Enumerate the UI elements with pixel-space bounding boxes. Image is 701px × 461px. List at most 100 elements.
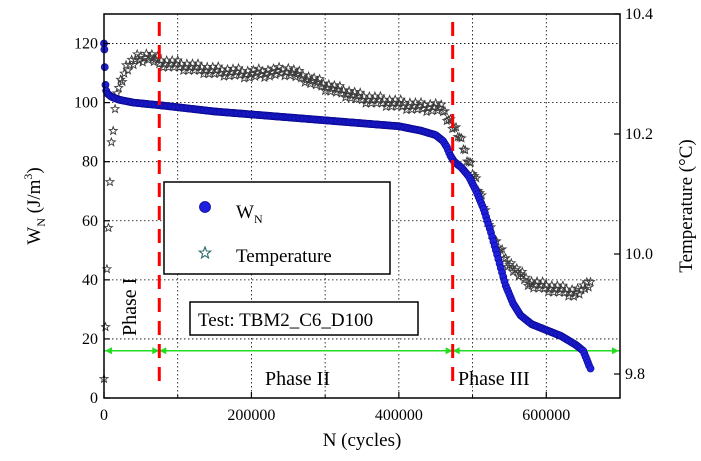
y-axis-ticks: 0 20 40 60 80 100 120 — [74, 36, 110, 407]
temperature-point — [513, 270, 524, 281]
temperature-point — [432, 105, 443, 116]
x-tick-label: 200000 — [227, 407, 275, 424]
temperature-point — [314, 73, 325, 84]
temperature-point — [434, 101, 445, 112]
temperature-point — [511, 262, 523, 273]
y2-tick-label: 10.4 — [625, 6, 653, 23]
phase3-label: Phase III — [458, 368, 530, 390]
temperature-point — [435, 99, 447, 109]
temperature-point — [323, 78, 335, 89]
temperature-point — [329, 79, 340, 90]
x-axis-ticks: 0 200000 400000 600000 — [100, 392, 570, 424]
temperature-point — [308, 72, 320, 83]
y-axis-label: WN (J/m3) — [21, 167, 48, 244]
temperature-point — [332, 83, 344, 94]
y-axis-label-sup: 3 — [21, 174, 35, 180]
temperature-point — [299, 77, 311, 87]
temperature-point — [515, 268, 526, 279]
temperature-point — [579, 283, 591, 294]
legend-marker-wn — [199, 201, 211, 213]
legend-label-temperature: Temperature — [236, 246, 332, 267]
y2-tick-label: 9.8 — [625, 366, 645, 383]
temperature-point — [353, 90, 364, 101]
temperature-point — [303, 70, 314, 81]
legend-temperature-star — [197, 245, 213, 260]
temperature-point — [465, 157, 476, 168]
temperature-point — [122, 64, 134, 75]
temperature-point — [330, 86, 342, 97]
y2-tick-label: 10.2 — [625, 126, 653, 143]
temperature-point — [294, 65, 305, 76]
temperature-point — [456, 132, 467, 143]
wn-series — [100, 39, 595, 373]
temperature-point — [310, 79, 322, 90]
y-tick-label: 0 — [90, 390, 98, 407]
x-tick-label: 400000 — [375, 407, 423, 424]
phase-arrow-head — [612, 347, 619, 355]
temperature-point — [144, 51, 156, 62]
y2-axis-ticks: 9.8 10.0 10.2 10.4 — [614, 6, 653, 383]
temperature-point — [338, 84, 349, 95]
temperature-point — [518, 274, 530, 285]
temperature-point — [354, 87, 366, 98]
temperature-point — [321, 82, 333, 93]
temperature-point — [343, 85, 355, 96]
plot-border — [103, 13, 621, 399]
temperature-point — [439, 105, 451, 116]
temperature-point — [517, 266, 528, 277]
temperature-point — [524, 278, 535, 288]
temperature-point — [342, 88, 353, 99]
y-tick-label: 40 — [82, 272, 98, 289]
temperature-point — [319, 85, 331, 96]
temperature-point — [288, 63, 300, 74]
phase-arrow-head — [105, 347, 112, 355]
phase-line — [104, 347, 620, 355]
test-annotation: Test: TBM2_C6_D100 — [189, 301, 419, 336]
temperature-point — [148, 56, 160, 67]
temperature-point — [340, 91, 351, 102]
y-tick-label: 100 — [74, 95, 98, 112]
phase2-label: Phase II — [265, 368, 330, 390]
temperature-point — [312, 76, 324, 87]
temperature-point — [520, 272, 532, 283]
legend-label-wn-sub: N — [254, 212, 263, 226]
temperature-point — [295, 72, 307, 83]
annotation-text: Test: TBM2_C6_D100 — [198, 310, 373, 331]
phase-arrow-head — [159, 347, 167, 355]
annotation-box — [189, 301, 419, 336]
temperature-point — [336, 87, 347, 98]
temperature-point — [430, 97, 441, 108]
temperature-point — [290, 71, 301, 82]
temperature-point — [109, 103, 121, 114]
temperature-point — [574, 288, 585, 299]
temperature-point — [286, 67, 298, 77]
temperature-point — [113, 82, 124, 93]
y-tick-label: 120 — [74, 36, 98, 53]
temperature-point — [576, 284, 587, 295]
temperature-point — [115, 74, 126, 85]
temperature-point — [142, 54, 154, 65]
temperature-point — [305, 78, 316, 89]
legend-wn-circle — [199, 201, 211, 213]
temperature-point — [318, 77, 329, 88]
temperature-point — [496, 243, 508, 254]
temperature-point — [583, 281, 594, 292]
temperature-point — [334, 80, 346, 91]
temperature-point — [292, 68, 303, 79]
temperature-point — [327, 82, 338, 93]
temperature-point — [585, 276, 596, 287]
y-tick-label: 60 — [82, 213, 98, 230]
y-tick-label: 20 — [82, 331, 98, 348]
x-axis-label: N (cycles) — [323, 430, 402, 451]
temperature-point — [557, 280, 569, 291]
legend-label-wn-main: W — [236, 202, 254, 223]
temperature-point — [509, 264, 521, 275]
temperature-point — [117, 76, 128, 87]
temperature-point — [349, 86, 360, 97]
temperature-point — [306, 75, 318, 86]
temperature-point — [297, 69, 309, 80]
wn-point — [586, 364, 595, 373]
temperature-point — [522, 280, 534, 291]
phase-boundaries — [157, 22, 455, 384]
